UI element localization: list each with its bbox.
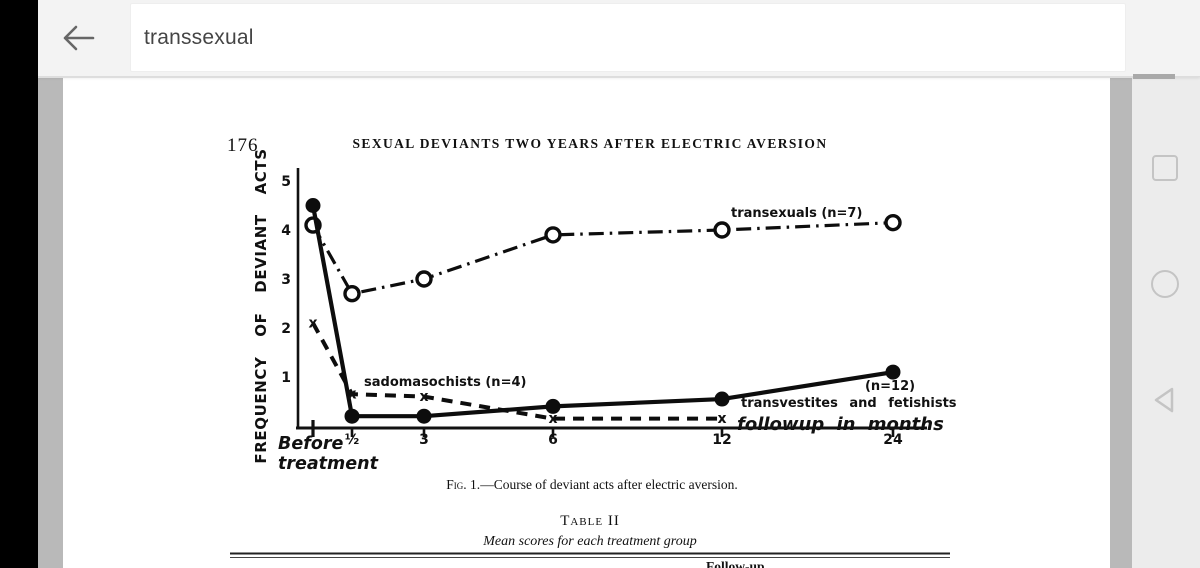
viewer-gutter-left: [38, 78, 63, 568]
table-subtitle: Mean scores for each treatment group: [482, 534, 696, 549]
data-point-marker: [885, 364, 901, 380]
figure-caption: Fig. 1.—Course of deviant acts after ele…: [446, 477, 737, 492]
document-viewer[interactable]: 176 SEXUAL DEVIANTS TWO YEARS AFTER ELEC…: [38, 78, 1132, 568]
series-line-0: [311, 221, 894, 296]
x-tick-label: ½: [345, 432, 360, 448]
android-nav-bar: [1132, 77, 1200, 568]
horizontal-scrollbar-thumb[interactable]: [1133, 74, 1175, 79]
document-page: 176 SEXUAL DEVIANTS TWO YEARS AFTER ELEC…: [63, 78, 1110, 568]
recents-square-icon[interactable]: [1152, 155, 1178, 181]
series-line-2: [311, 322, 722, 421]
left-letterbox: [0, 0, 38, 568]
running-header: SEXUAL DEVIANTS TWO YEARS AFTER ELECTRIC…: [353, 136, 828, 151]
y-axis-title: FREQUENCY OF DEVIANT ACTS: [252, 148, 270, 463]
data-point-marker: x: [548, 411, 557, 427]
series-label-transexuals: transexuals (n=7): [731, 206, 862, 221]
page-number: 176: [227, 135, 259, 156]
series-label-transvestites: transvestites and fetishists: [741, 396, 957, 411]
search-query-text: transsexual: [144, 25, 254, 49]
x-tick-label: 3: [419, 432, 429, 448]
scanned-figure: 176 SEXUAL DEVIANTS TWO YEARS AFTER ELEC…: [227, 135, 957, 568]
back-triangle-icon[interactable]: [1149, 385, 1179, 415]
series-n-transvestites: (n=12): [865, 379, 915, 394]
viewer-gutter-right: [1110, 78, 1132, 568]
data-point-marker: [343, 284, 361, 303]
data-point-marker: x: [419, 389, 428, 405]
series-label-sadomasochists: sadomasochists (n=4): [364, 375, 526, 390]
x-note-treatment: treatment: [278, 454, 379, 474]
data-point-marker: [713, 221, 731, 239]
data-point-marker: x: [717, 411, 726, 427]
data-point-marker: x: [308, 316, 317, 332]
data-point-marker: [545, 398, 561, 414]
data-point-marker: x: [347, 387, 356, 403]
table-top-rule: [230, 552, 950, 558]
back-arrow-icon[interactable]: [60, 21, 96, 55]
data-point-marker: [544, 226, 562, 244]
data-point-marker: [884, 213, 902, 232]
home-circle-icon[interactable]: [1151, 270, 1179, 298]
x-tick-label: 6: [548, 432, 558, 448]
y-tick-label: 2: [281, 321, 291, 337]
table-column-header-followup: Follow-up: [706, 559, 765, 568]
x-note-before: Before: [278, 434, 343, 454]
data-point-marker: [415, 270, 433, 288]
table-title: Table II: [560, 513, 620, 529]
x-tick-label: 12: [712, 432, 731, 448]
y-tick-label: 1: [281, 370, 291, 386]
x-axis-title: followup in months: [737, 414, 944, 435]
y-tick-label: 3: [281, 272, 291, 288]
x-tick-label: 24: [883, 432, 903, 448]
data-point-marker: [416, 408, 432, 424]
search-toolbar: transsexual: [38, 0, 1200, 77]
chart-axes: [296, 168, 927, 437]
chart-plot-area: 5 4 3 2 1 ½ 3 6 12 24 x x x x x: [281, 174, 903, 448]
data-point-marker: [305, 198, 321, 213]
data-point-marker: [344, 408, 360, 424]
y-tick-label: 4: [281, 223, 291, 239]
data-point-marker: [714, 391, 730, 407]
y-tick-label: 5: [281, 174, 291, 190]
search-input[interactable]: transsexual: [130, 3, 1126, 72]
